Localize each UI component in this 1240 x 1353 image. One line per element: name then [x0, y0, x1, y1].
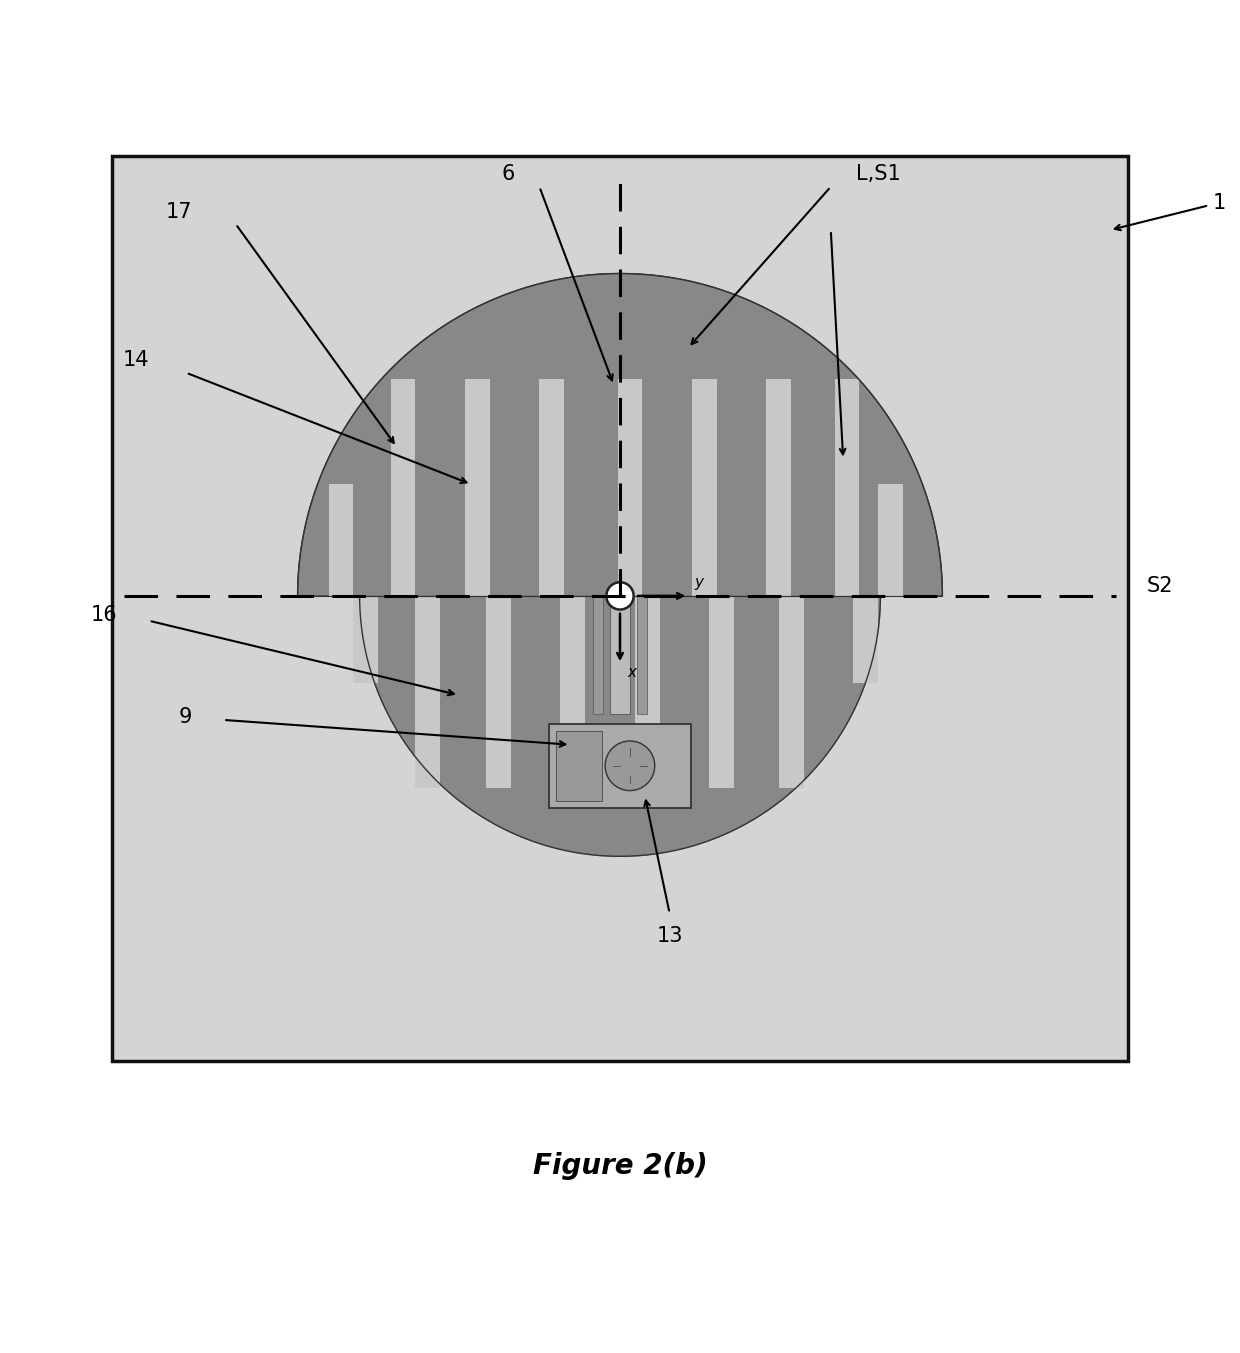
Bar: [593, 595, 603, 713]
Bar: [415, 595, 440, 787]
Text: S2: S2: [1147, 576, 1173, 595]
Bar: [635, 595, 660, 787]
Bar: [112, 156, 1128, 1061]
Text: 17: 17: [166, 202, 192, 222]
Bar: [766, 379, 791, 595]
Text: 16: 16: [92, 605, 118, 625]
Bar: [539, 379, 564, 595]
Bar: [549, 724, 692, 808]
Bar: [610, 595, 630, 713]
Text: y: y: [694, 575, 703, 590]
Bar: [353, 595, 378, 683]
Bar: [618, 379, 642, 595]
Polygon shape: [360, 595, 880, 856]
Bar: [692, 379, 717, 595]
Text: 14: 14: [123, 350, 149, 371]
Text: Figure 2(b): Figure 2(b): [533, 1153, 707, 1180]
Text: x: x: [627, 664, 636, 679]
Text: L,S1: L,S1: [856, 164, 900, 184]
Bar: [556, 731, 601, 801]
Polygon shape: [298, 273, 942, 595]
Text: 6: 6: [502, 164, 515, 184]
Text: 13: 13: [656, 925, 683, 946]
Circle shape: [606, 582, 634, 610]
Text: 9: 9: [179, 708, 192, 728]
Bar: [779, 595, 804, 787]
Bar: [709, 595, 734, 787]
Bar: [853, 595, 878, 683]
Bar: [637, 595, 647, 713]
Bar: [560, 595, 585, 787]
Circle shape: [605, 741, 655, 790]
Bar: [391, 379, 415, 595]
Bar: [329, 484, 353, 595]
Bar: [486, 595, 511, 787]
Bar: [835, 379, 859, 595]
Bar: [465, 379, 490, 595]
Text: 1: 1: [1213, 193, 1226, 212]
Bar: [878, 484, 903, 595]
